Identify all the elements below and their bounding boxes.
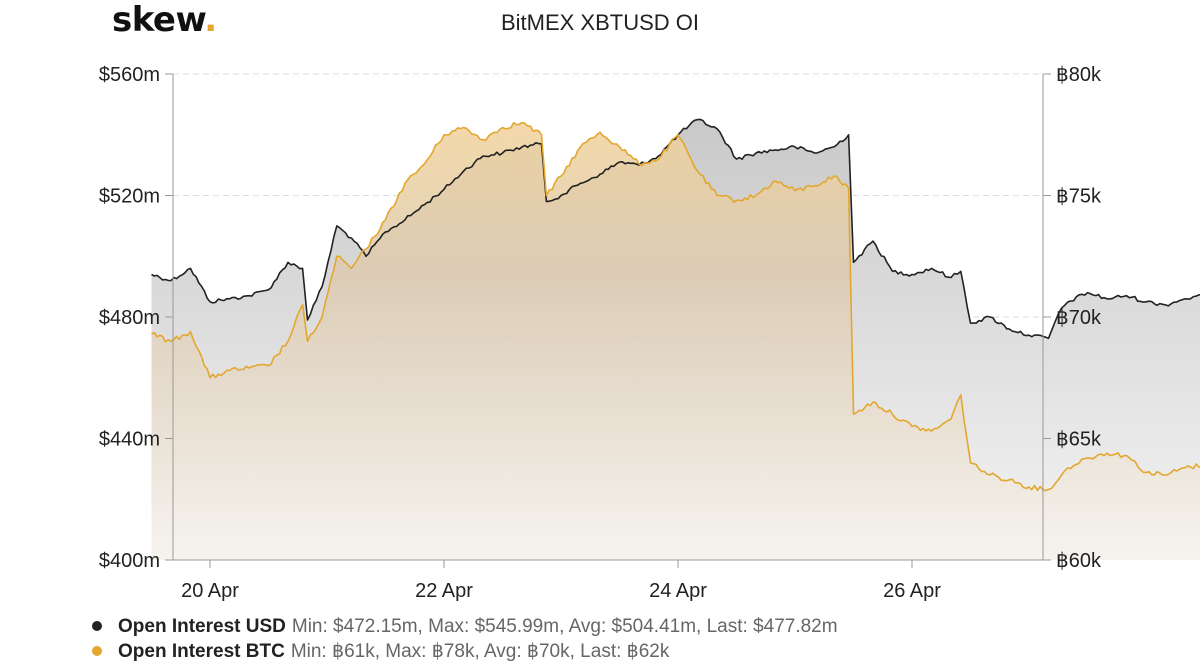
- y-tick-label-left: $520m: [99, 186, 160, 208]
- y-tick-label-right: ฿70k: [1056, 307, 1102, 329]
- legend-marker-usd: [92, 620, 102, 631]
- legend-name-btc: Open Interest BTC: [118, 641, 285, 662]
- legend-stats-btc: Min: ฿61k, Max: ฿78k, Avg: ฿70k, Last: ฿…: [290, 641, 670, 662]
- y-tick-label-left: $400m: [99, 550, 160, 572]
- logo-text: skew: [112, 0, 205, 40]
- series-lines: [151, 118, 1200, 492]
- x-tick-label: 26 Apr: [883, 580, 941, 602]
- legend-name-usd: Open Interest USD: [118, 616, 286, 637]
- y-tick-label-left: $440m: [99, 429, 160, 451]
- series-areas: [151, 119, 1200, 560]
- tick-labels: $560m ฿80k $520m ฿75k $480m ฿70k $440m ฿65k $400…: [99, 64, 1102, 602]
- legend-stats-usd: Min: $472.15m, Max: $545.99m, Avg: $504.…: [291, 616, 838, 637]
- line-btc: [151, 121, 1200, 492]
- y-tick-label-left: $480m: [99, 307, 160, 329]
- chart-title: BitMEX XBTUSD OI: [500, 10, 700, 35]
- x-tick-label: 22 Apr: [415, 580, 473, 602]
- area-btc: [151, 122, 1200, 560]
- y-tick-label-right: ฿75k: [1056, 186, 1102, 208]
- y-tick-label-right: ฿80k: [1056, 64, 1102, 86]
- axes: [165, 73, 1051, 568]
- legend-item-btc[interactable]: Open Interest BTC Min: ฿61k, Max: ฿78k, A…: [92, 640, 669, 663]
- skew-logo: skew.: [112, 0, 217, 40]
- legend-item-usd[interactable]: Open Interest USD Min: $472.15m, Max: $54…: [92, 616, 838, 638]
- y-tick-label-right: ฿60k: [1056, 550, 1102, 572]
- y-tick-label-left: $560m: [99, 64, 160, 86]
- logo-dot: .: [204, 0, 217, 40]
- x-tick-label: 24 Apr: [649, 580, 707, 602]
- line-usd: [151, 118, 1200, 340]
- x-tick-label: 20 Apr: [181, 580, 239, 602]
- legend-marker-btc: [92, 645, 102, 656]
- y-tick-label-right: ฿65k: [1056, 429, 1102, 451]
